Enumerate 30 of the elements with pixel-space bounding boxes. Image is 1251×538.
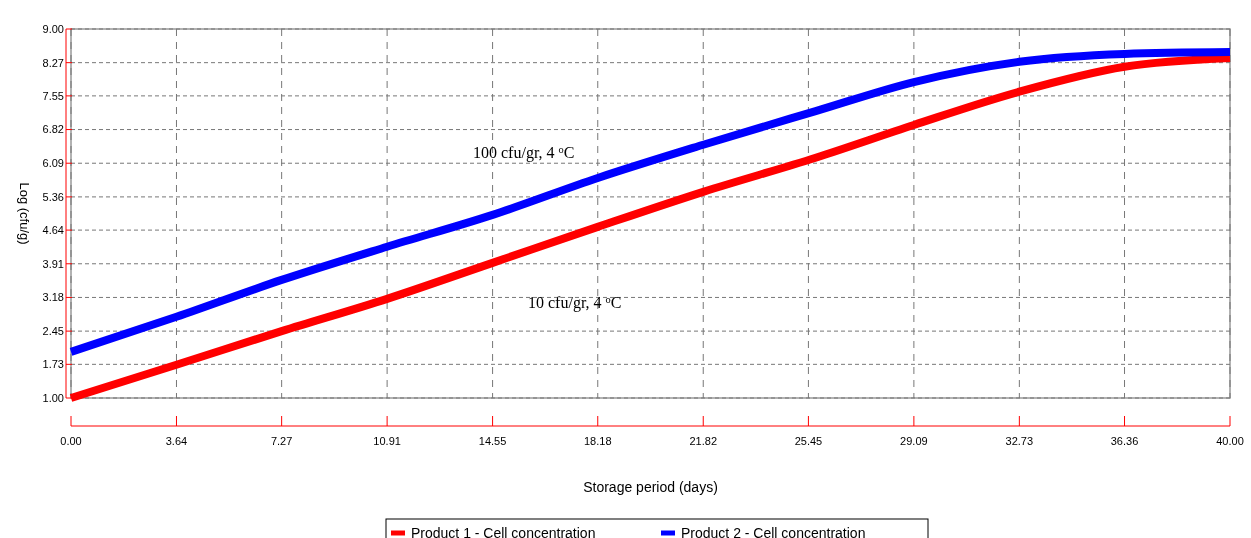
y-tick-label: 9.00 (42, 22, 64, 35)
y-tick-label: 7.55 (42, 89, 64, 102)
x-tick-label: 32.73 (1005, 435, 1034, 447)
x-tick-label: 10.91 (373, 435, 401, 447)
x-tick-label: 25.45 (794, 435, 823, 447)
x-axis-title: Storage period (days) (583, 479, 718, 495)
y-tick-label: 1.00 (42, 391, 64, 404)
x-tick-label: 3.64 (165, 435, 188, 447)
y-tick-label: 3.18 (42, 291, 64, 304)
x-tick-label: 14.55 (478, 435, 507, 447)
y-tick-label: 6.82 (42, 123, 64, 136)
y-tick-label: 1.73 (42, 358, 64, 371)
y-tick-label: 2.45 (42, 324, 64, 337)
legend-label: Product 2 - Cell concentration (681, 524, 866, 538)
y-axis-title: Log (cfu/g) (17, 182, 32, 245)
x-tick-label: 21.82 (689, 435, 717, 447)
x-tick-label: 40.00 (1216, 435, 1244, 447)
x-tick-label: 18.18 (584, 435, 612, 447)
x-tick-label: 7.27 (270, 435, 293, 447)
x-tick-label: 0.00 (60, 435, 82, 447)
y-tick-label: 5.36 (42, 190, 64, 203)
annotation: 10 cfu/gr, 4 $^{o}$C (528, 293, 622, 312)
legend-label: Product 1 - Cell concentration (411, 524, 596, 538)
y-tick-label: 4.64 (42, 223, 64, 236)
x-tick-label: 29.09 (900, 435, 928, 447)
y-tick-label: 6.09 (42, 157, 64, 170)
y-tick-label: 3.91 (42, 257, 64, 270)
x-tick-label: 36.36 (1110, 435, 1139, 447)
y-tick-label: 8.27 (42, 56, 64, 69)
annotation: 100 cfu/gr, 4 $^{o}$C (473, 143, 575, 162)
